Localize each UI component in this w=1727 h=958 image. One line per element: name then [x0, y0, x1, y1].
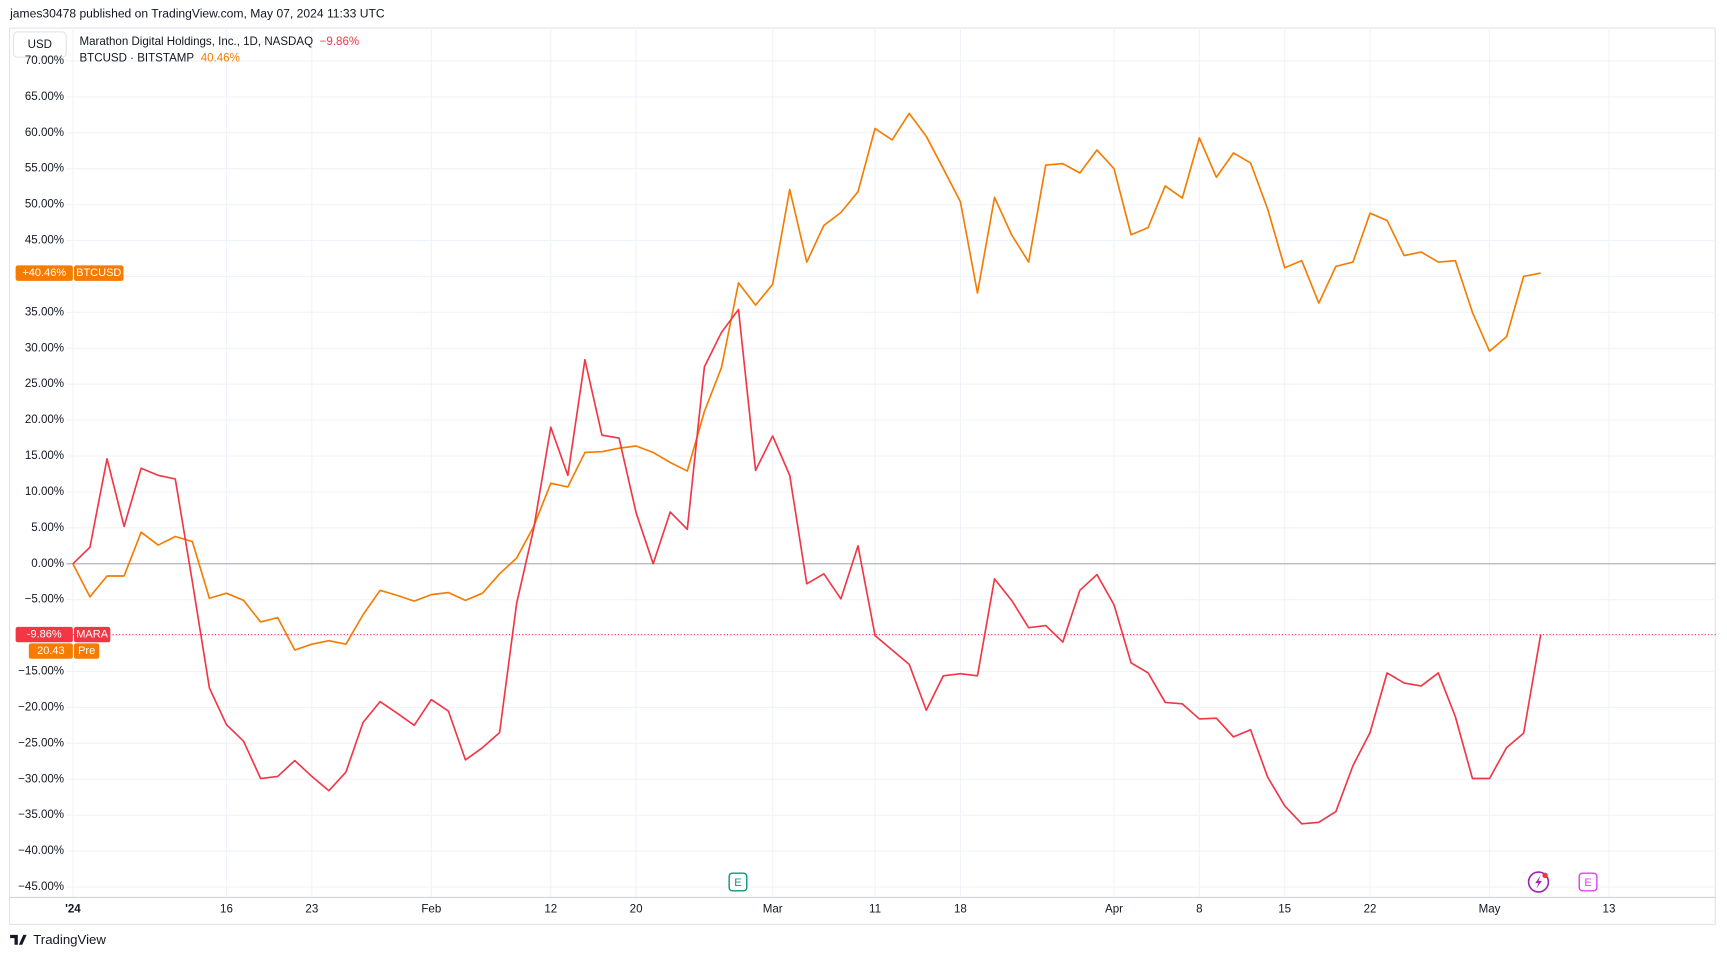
y-tick-label: 50.00% [25, 199, 64, 211]
y-tick-label: 60.00% [25, 127, 64, 139]
y-tick-label: 30.00% [25, 342, 64, 354]
badge-name-bg [73, 643, 100, 659]
x-tick-label: 8 [1196, 904, 1202, 916]
x-tick-label: May [1479, 904, 1501, 916]
legend-value: −9.86% [320, 36, 359, 48]
y-tick-label: 35.00% [25, 306, 64, 318]
plot-area [66, 27, 1716, 898]
y-tick-label: 45.00% [25, 235, 64, 247]
lightning-dot [1542, 872, 1548, 879]
publisher-note: james30478 published on TradingView.com,… [9, 7, 385, 21]
y-tick-label: 20.00% [25, 414, 64, 426]
brand-logo [10, 934, 27, 945]
badge-name-bg [73, 265, 124, 281]
event-marker [728, 872, 748, 892]
x-tick-label: '24 [65, 904, 81, 916]
series-line [72, 112, 1541, 651]
legend-name: BTCUSD · BITSTAMP [79, 52, 194, 64]
badge-value-bg [15, 626, 73, 643]
y-tick-label: −5.00% [25, 594, 64, 606]
badge-name-bg [73, 626, 111, 643]
brand-name: TradingView [33, 932, 106, 947]
y-tick-label: −15.00% [18, 666, 64, 678]
x-tick-label: Feb [421, 904, 441, 916]
y-tick-label: −25.00% [18, 737, 64, 749]
x-tick-label: 12 [544, 904, 557, 916]
x-tick-label: 15 [1278, 904, 1291, 916]
lightning-bolt [1535, 875, 1542, 889]
x-tick-label: Apr [1105, 904, 1123, 916]
lightning-icon [1527, 871, 1550, 893]
x-tick-label: 16 [220, 904, 233, 916]
x-tick-label: 20 [630, 904, 643, 916]
x-tick-label: Mar [763, 904, 783, 916]
y-tick-label: 70.00% [25, 55, 64, 67]
y-tick-label: 5.00% [31, 522, 64, 534]
x-tick-label: 13 [1603, 904, 1616, 916]
y-tick-label: 10.00% [25, 486, 64, 498]
badge-value-bg [15, 265, 73, 281]
y-tick-label: 25.00% [25, 378, 64, 390]
y-tick-label: −20.00% [18, 701, 64, 713]
legend-value: 40.46% [201, 52, 240, 64]
y-tick-label: 65.00% [25, 91, 64, 103]
y-tick-label: 0.00% [31, 558, 64, 570]
badge-name: BTCUSD [76, 267, 121, 279]
badge-value-bg [28, 643, 73, 659]
event-label: E [734, 877, 741, 889]
x-tick-label: 11 [869, 904, 881, 916]
badge-value: 20.43 [37, 645, 65, 657]
lightning-circle [1527, 871, 1550, 893]
y-tick-label: −40.00% [18, 845, 64, 857]
y-tick-label: −30.00% [18, 773, 64, 785]
badge-name: MARA [76, 628, 108, 640]
chart-frame [9, 27, 1716, 925]
y-tick-label: −35.00% [18, 809, 64, 821]
x-tick-label: 18 [954, 904, 967, 916]
logo-glyph [10, 934, 27, 945]
badge-value: +40.46% [22, 267, 66, 279]
currency-label[interactable]: USD [28, 39, 52, 51]
badge-name: Pre [78, 645, 95, 657]
badge-value: -9.86% [27, 628, 62, 640]
currency-button[interactable] [12, 31, 67, 58]
x-tick-label: 22 [1364, 904, 1377, 916]
series-line [72, 308, 1542, 825]
legend-name: Marathon Digital Holdings, Inc., 1D, NAS… [79, 36, 313, 48]
event-marker [1578, 872, 1598, 892]
event-label: E [1584, 877, 1591, 889]
y-tick-label: 55.00% [25, 163, 64, 175]
y-tick-label: −45.00% [18, 881, 64, 893]
x-tick-label: 23 [305, 904, 318, 916]
y-tick-label: 15.00% [25, 450, 64, 462]
